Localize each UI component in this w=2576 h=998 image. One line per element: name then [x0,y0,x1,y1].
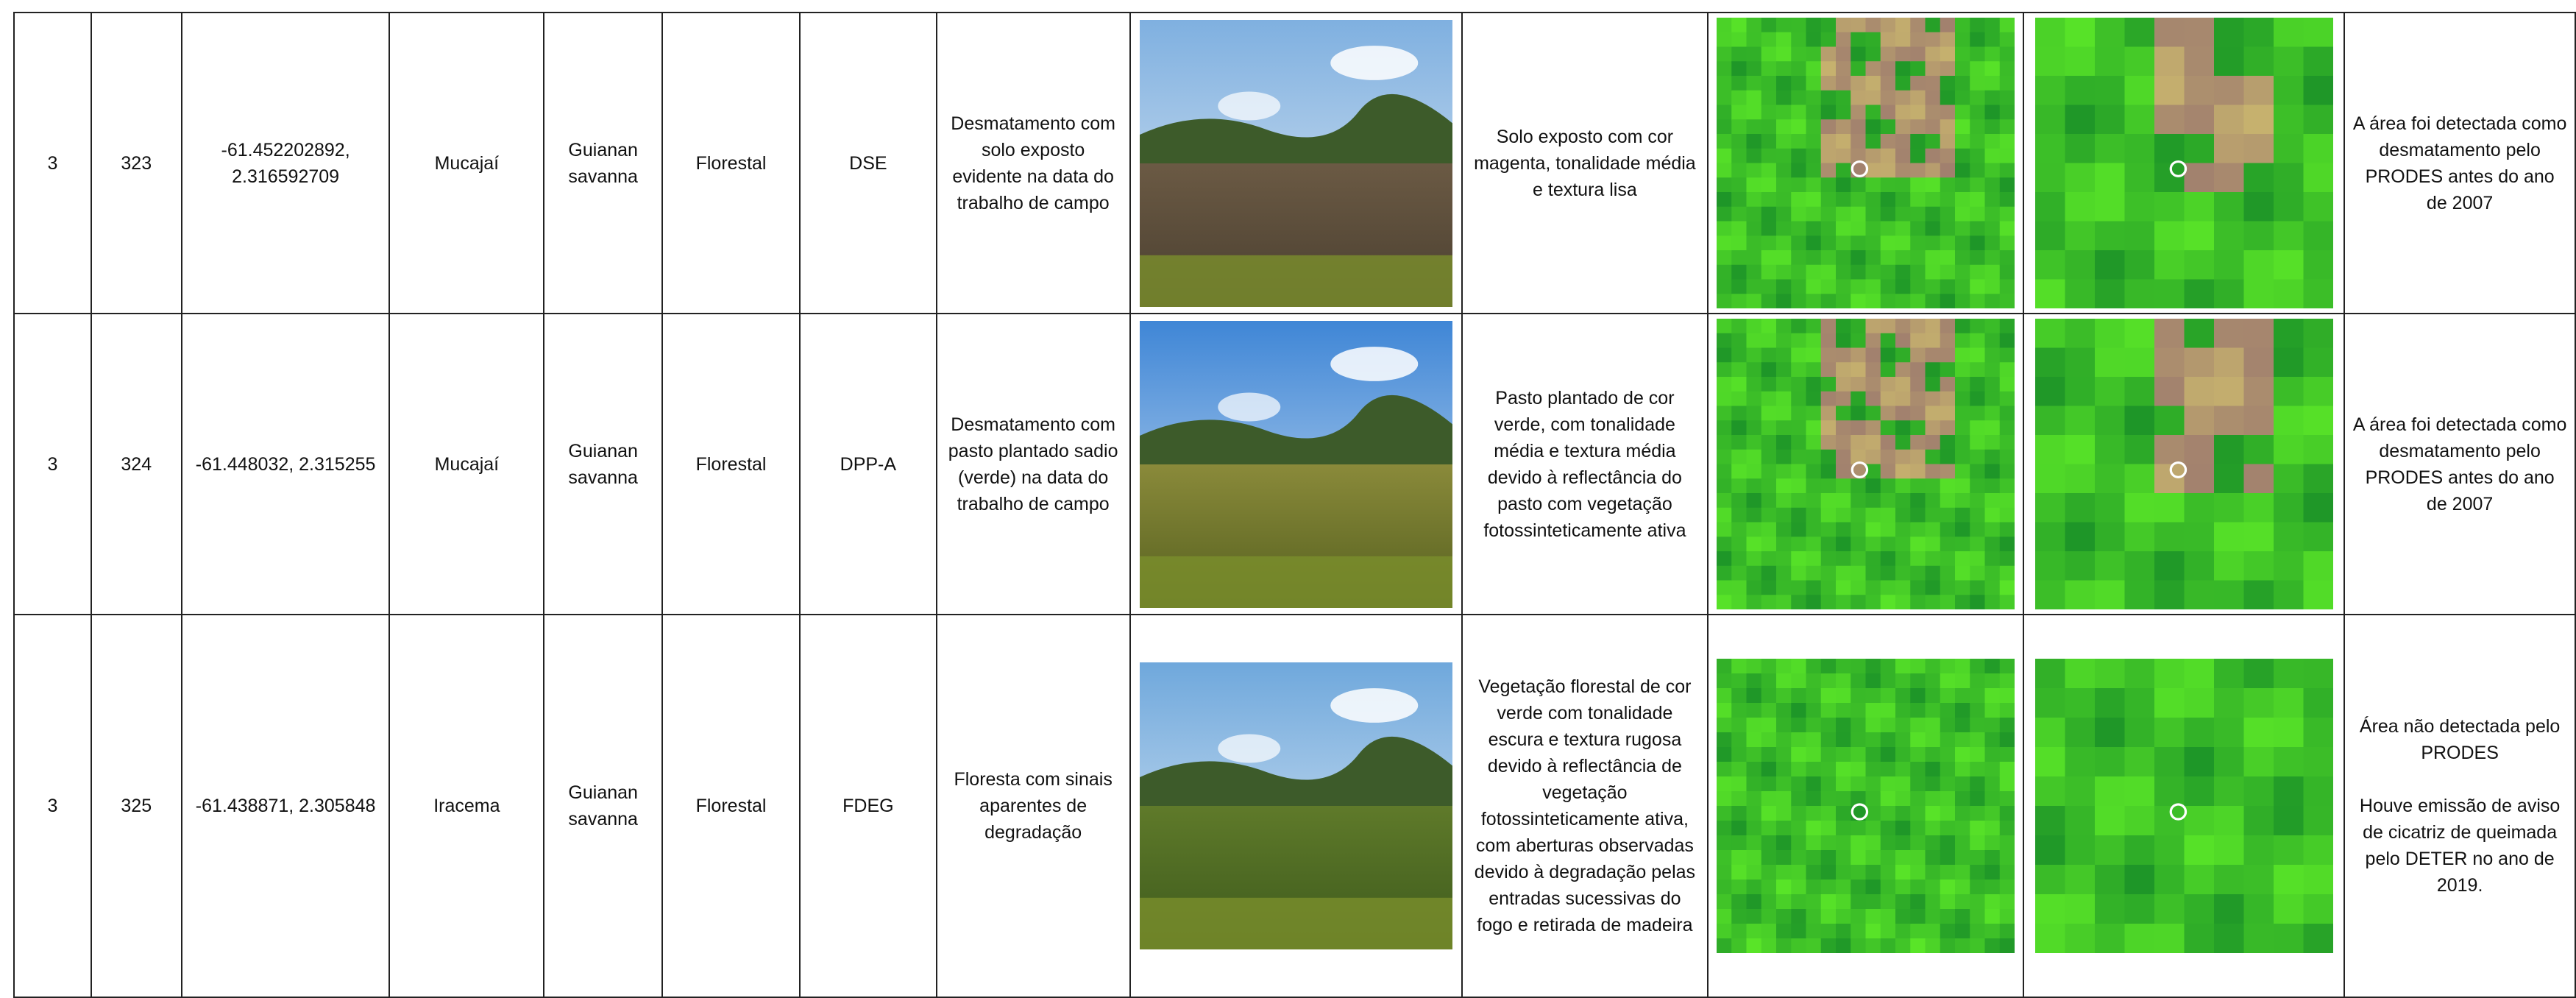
cell: 3 [13,313,92,615]
cell: 3 [13,12,92,314]
cell: DPP-A [798,313,937,615]
cell: Desmatamento com solo exposto evidente n… [935,12,1131,314]
photo-cell [1129,313,1463,615]
photo-cell [1129,12,1463,314]
satellite-image [1717,319,2015,609]
cell: -61.452202892, 2.316592709 [180,12,391,314]
satellite-cell [1707,313,2025,615]
cell: Guianan savanna [543,313,664,615]
cell: Florestal [661,313,801,615]
cell: 324 [90,313,182,615]
note-text: A área foi detectada como desmatamento p… [2352,113,2567,213]
field-photo [1139,320,1452,608]
table-row: 3 323 -61.452202892, 2.316592709 Mucajaí Gui… [13,12,2576,314]
satellite-cell [2023,12,2346,314]
cell: Desmatamento com pasto plantado sadio (v… [935,313,1131,615]
satellite-cell [2023,313,2346,615]
cell: 3 [13,614,92,998]
field-table: 3 323 -61.452202892, 2.316592709 Mucajaí Gui… [13,12,2576,998]
cell: Florestal [661,12,801,314]
cell: Florestal [661,614,801,998]
cell: 323 [90,12,182,314]
field-photo [1139,19,1452,307]
satellite-image [1717,659,2015,953]
satellite-image [2034,18,2333,308]
notes-cell: Área não detectada pelo PRODES Houve emis… [2343,614,2576,998]
interpretation-cell: Solo exposto com cor magenta, tonalidade… [1461,12,1709,314]
cell: DSE [798,12,937,314]
photo-cell [1129,614,1463,998]
note-text: Houve emissão de aviso de cicatriz de qu… [2359,796,2561,896]
cell: Floresta com sinais aparentes de degrada… [935,614,1131,998]
cell: FDEG [798,614,937,998]
satellite-cell [1707,614,2025,998]
cell: -61.448032, 2.315255 [180,313,391,615]
satellite-cell [1707,12,2025,314]
satellite-image [2034,319,2333,609]
cell: Mucajaí [388,12,545,314]
page: 3 323 -61.452202892, 2.316592709 Mucajaí Gui… [13,12,2576,998]
interpretation-cell: Pasto plantado de cor verde, com tonalid… [1461,313,1709,615]
note-text: A área foi detectada como desmatamento p… [2352,414,2567,514]
cell: Guianan savanna [543,614,664,998]
notes-cell: A área foi detectada como desmatamento p… [2343,313,2576,615]
cell: Iracema [388,614,545,998]
satellite-image [1717,18,2015,308]
field-photo [1139,662,1452,949]
cell: Guianan savanna [543,12,664,314]
table-row: 3 325 -61.438871, 2.305848 Iracema Guianan s… [13,614,2576,998]
cell: Mucajaí [388,313,545,615]
cell: 325 [90,614,182,998]
notes-cell: A área foi detectada como desmatamento p… [2343,12,2576,314]
satellite-cell [2023,614,2346,998]
satellite-image [2034,659,2333,953]
interpretation-cell: Vegetação florestal de cor verde com ton… [1461,614,1709,998]
cell: -61.438871, 2.305848 [180,614,391,998]
note-text: Área não detectada pelo PRODES [2359,716,2561,763]
table-row: 3 324 -61.448032, 2.315255 Mucajaí Guianan s… [13,313,2576,615]
